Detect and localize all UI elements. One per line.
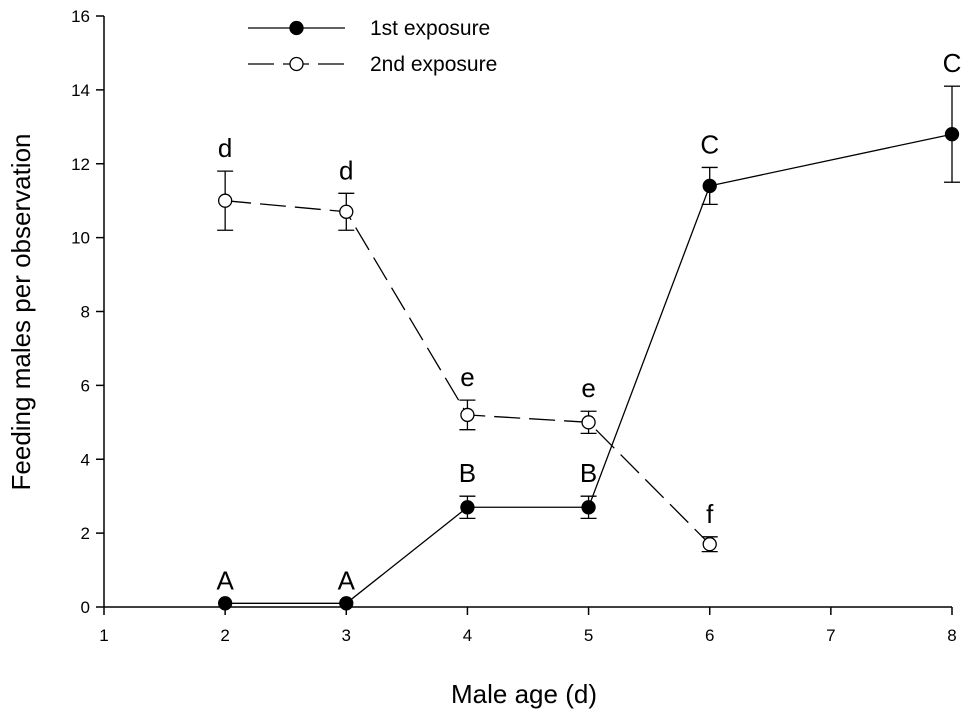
significance-label: e [460,362,474,392]
y-tick-label: 0 [81,598,90,617]
x-tick-label: 1 [99,626,108,645]
significance-label: B [459,458,476,488]
x-tick-label: 7 [826,626,835,645]
x-tick-label: 5 [584,626,593,645]
x-tick-label: 8 [947,626,956,645]
significance-label: f [706,499,714,529]
y-axis-title: Feeding males per observation [6,134,36,491]
data-point [460,407,475,423]
data-point [217,596,233,611]
data-point [339,204,354,219]
y-tick-label: 10 [71,229,90,248]
legend-marker [289,20,304,36]
data-point [702,178,717,194]
data-point [339,596,354,611]
y-tick-label: 12 [71,155,90,174]
annotations: A A B B C Cd d e e f [216,48,961,595]
data-point [460,500,475,515]
x-tick-label: 2 [220,626,229,645]
significance-label: d [339,155,353,185]
significance-label: A [216,565,234,595]
y-tick-label: 2 [81,524,90,543]
y-tick-label: 16 [71,7,90,26]
y-tick-label: 14 [71,81,90,100]
data-point [581,500,596,515]
x-tick-label: 4 [463,626,472,645]
x-tick-label: 3 [342,626,351,645]
y-tick-label: 4 [81,450,90,469]
significance-label: B [580,458,597,488]
data-point [944,127,960,142]
legend-marker [289,56,304,72]
series-line-1 [225,133,953,604]
data-point [702,537,717,552]
significance-label: A [338,565,356,595]
significance-label: e [581,373,595,403]
significance-label: C [943,48,962,78]
series-layer [217,85,960,611]
significance-label: d [218,133,232,163]
legend-label: 2nd exposure [370,53,497,76]
y-tick-label: 8 [81,303,90,322]
x-axis-title: Male age (d) [451,679,597,709]
data-point [581,415,596,430]
legend-label: 1st exposure [370,17,490,40]
significance-label: C [700,129,719,159]
data-point [217,193,233,208]
y-tick-label: 6 [81,376,90,395]
x-tick-label: 6 [705,626,714,645]
legend: 1st exposure 2nd exposure [248,17,497,76]
